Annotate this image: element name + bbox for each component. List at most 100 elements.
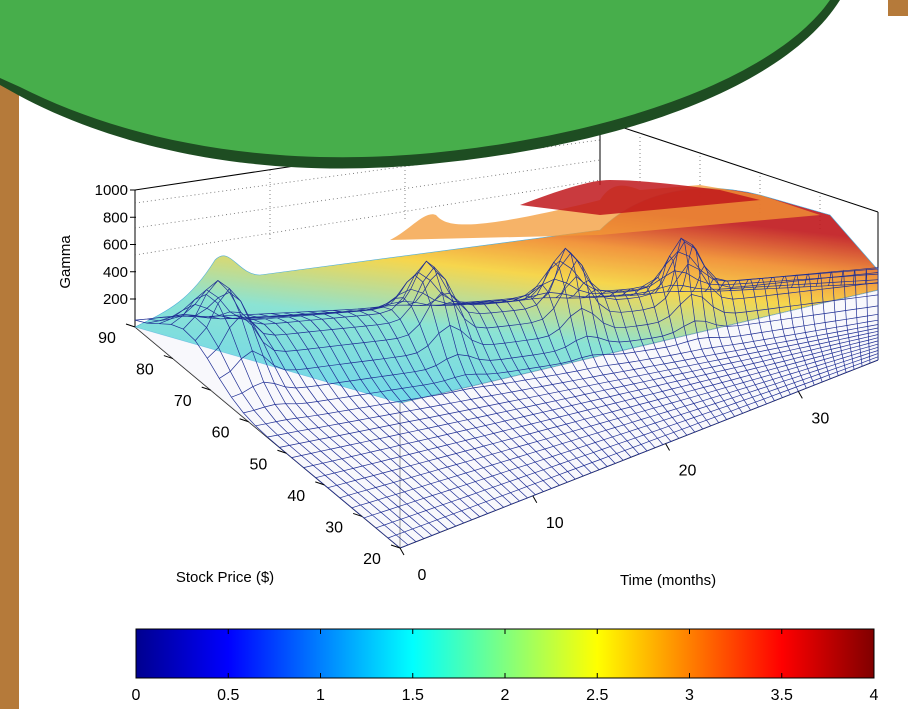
mesh-time-line — [605, 289, 703, 430]
mesh-time-line — [555, 259, 672, 442]
y-tick-mark — [315, 481, 325, 486]
mesh-time-line — [828, 271, 847, 373]
mesh-time-line — [246, 314, 472, 521]
colorbar-tick-label: 1 — [316, 687, 325, 704]
colorbar-tick-label: 4 — [870, 687, 879, 704]
x-tick-label: 0 — [418, 567, 427, 584]
x-tick-label: 30 — [811, 410, 829, 427]
right-border-bar — [888, 0, 908, 16]
z-axis-label: Gamma — [57, 235, 74, 289]
mesh-time-line — [630, 286, 719, 423]
y-tick-mark — [201, 386, 211, 391]
mesh-time-line — [815, 272, 839, 376]
mesh-time-line — [580, 289, 688, 436]
y-axis-label: Stock Price ($) — [176, 569, 274, 586]
colorbar-tick-label: 2.5 — [586, 687, 608, 704]
mesh-time-line — [593, 290, 696, 433]
y-tick-mark — [239, 418, 249, 423]
mesh-time-line — [345, 309, 536, 495]
mesh-time-line — [741, 279, 791, 395]
mesh-time-line — [543, 247, 664, 445]
mesh-time-line — [283, 312, 496, 511]
mesh-time-line — [184, 291, 433, 536]
mesh-time-line — [333, 310, 528, 499]
colorbar-gradient — [135, 628, 875, 679]
mesh-time-line — [320, 310, 520, 502]
colorbar: 0 0.5 1 1.5 2 2.5 3 3.5 4 — [132, 628, 879, 704]
mesh-time-line — [531, 261, 656, 448]
mesh-time-line — [357, 306, 544, 492]
mesh-time-line — [394, 260, 568, 483]
y-tick-label: 40 — [287, 488, 305, 505]
x-tick-mark — [665, 443, 670, 451]
x-tick-mark — [399, 547, 405, 556]
mesh-time-line — [729, 280, 783, 398]
mesh-time-line — [370, 297, 552, 489]
mesh-time-line — [407, 272, 576, 480]
mesh-time-line — [518, 284, 648, 452]
mesh-time-line — [481, 299, 624, 461]
mesh-time-line — [469, 300, 616, 464]
mesh-time-line — [865, 268, 871, 364]
x-tick-label: 20 — [679, 463, 697, 480]
mesh-time-line — [692, 265, 759, 408]
mesh-time-line — [295, 311, 504, 508]
mesh-time-line — [506, 295, 640, 455]
x-axis-label: Time (months) — [620, 572, 716, 589]
x-tick-mark — [532, 495, 538, 504]
mesh-time-line — [667, 237, 743, 414]
y-tick-label: 90 — [98, 330, 116, 347]
colorbar-tick-label: 1.5 — [402, 687, 424, 704]
z-tick-label: 800 — [103, 209, 128, 226]
green-banner-fill — [0, 0, 830, 158]
mesh-time-line — [234, 314, 464, 524]
surface-mesh — [135, 290, 878, 548]
y-tick-label: 60 — [212, 425, 230, 442]
mesh-time-line — [568, 279, 680, 439]
mesh-time-line — [766, 276, 807, 389]
y-tick-label: 30 — [325, 519, 343, 536]
mesh-time-line — [444, 301, 600, 470]
colorbar-ticks: 0 0.5 1 1.5 2 2.5 3 3.5 4 — [132, 629, 879, 704]
colorbar-tick-label: 3 — [685, 687, 694, 704]
y-tick-mark — [352, 512, 363, 517]
x-tick-labels: 0 10 20 30 — [399, 391, 829, 584]
mesh-time-line — [271, 313, 488, 514]
colorbar-tick-label: 0.5 — [217, 687, 239, 704]
y-tick-mark — [163, 355, 174, 360]
mesh-time-line — [159, 293, 417, 542]
y-tick-mark — [125, 323, 136, 328]
mesh-time-line — [196, 311, 441, 533]
y-tick-label: 80 — [136, 362, 154, 379]
y-tick-mark — [390, 544, 401, 549]
mesh-time-line — [654, 255, 735, 417]
y-tick-labels: 20 30 40 50 60 70 80 90 — [98, 323, 401, 568]
mesh-time-line — [382, 274, 560, 486]
y-axis: 20 30 40 50 60 70 80 90 Stock Price ($) — [98, 323, 401, 586]
mesh-time-line — [147, 315, 409, 546]
colorbar-tick-label: 3.5 — [771, 687, 793, 704]
mesh-time-line — [753, 278, 799, 392]
mesh-time-line — [840, 269, 855, 370]
z-tick-label: 1000 — [95, 182, 128, 199]
y-tick-label: 70 — [174, 393, 192, 410]
mesh-time-line — [679, 244, 751, 411]
surface-top — [134, 180, 879, 404]
left-border-bar — [0, 0, 19, 709]
mesh-time-line — [642, 276, 727, 420]
mesh-time-line — [221, 315, 457, 527]
mesh-time-line — [432, 300, 592, 474]
mesh-time-line — [617, 288, 711, 427]
x-tick-label: 10 — [546, 515, 564, 532]
x-axis: 0 10 20 30 Time (months) — [399, 391, 829, 589]
z-tick-labels: 200 400 600 800 1000 — [95, 182, 136, 308]
y-tick-mark — [277, 449, 287, 454]
mesh-time-line — [134, 319, 401, 549]
mesh-time-line — [419, 292, 584, 477]
mesh-time-line — [716, 280, 775, 401]
mesh-time-line — [172, 280, 425, 539]
z-tick-label: 400 — [103, 264, 128, 281]
mesh-time-line — [258, 313, 480, 517]
y-tick-label: 50 — [250, 456, 268, 473]
